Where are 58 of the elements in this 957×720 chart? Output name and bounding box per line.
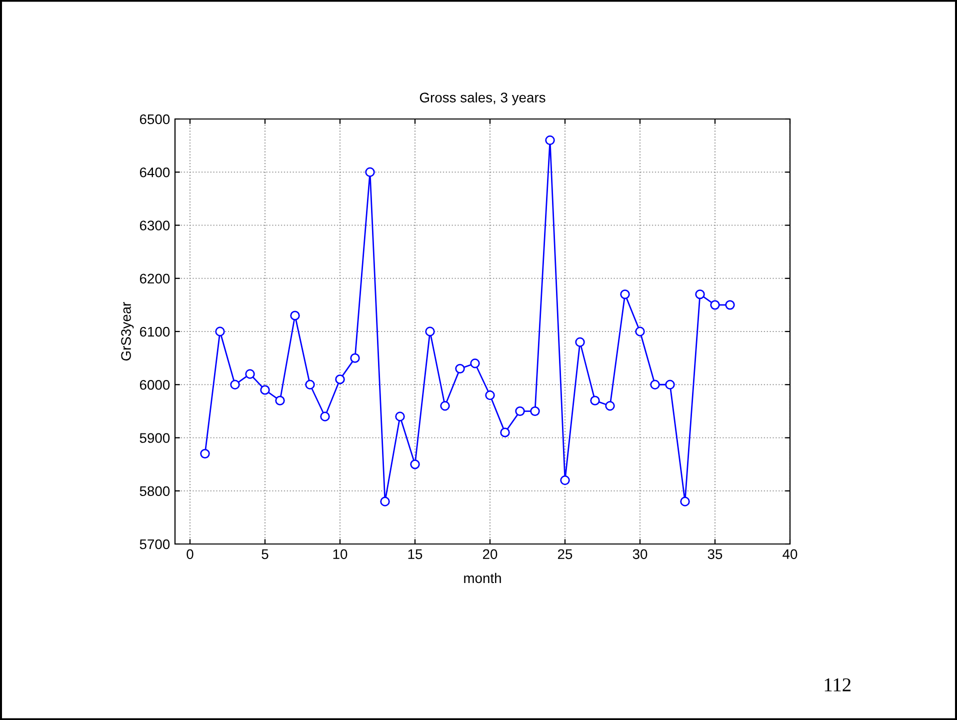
point	[575, 337, 585, 347]
x-tick-label: 15	[408, 549, 422, 560]
y-tick-label: 6400	[140, 167, 170, 178]
x-tick-label: 20	[482, 549, 498, 560]
point	[395, 412, 405, 422]
point	[560, 475, 570, 486]
point	[380, 496, 390, 506]
point	[305, 380, 315, 390]
x-tick-label: 0	[186, 549, 194, 560]
point	[410, 459, 420, 470]
point	[515, 406, 525, 416]
point	[290, 310, 300, 320]
point	[350, 353, 360, 363]
point	[230, 380, 240, 390]
point	[455, 364, 465, 374]
y-tick-label: 5900	[140, 433, 170, 443]
point	[725, 300, 735, 310]
point	[425, 326, 435, 336]
point	[680, 496, 690, 506]
y-tick-label: 6500	[140, 114, 170, 124]
y-tick-label: 6100	[140, 326, 170, 337]
point	[200, 448, 210, 459]
y-axis-title: GrS3year	[121, 302, 134, 361]
x-axis-title: month	[464, 572, 501, 584]
point	[635, 326, 645, 336]
y-tick-label: 6300	[140, 220, 170, 230]
point	[245, 369, 255, 379]
point	[335, 374, 345, 384]
x-tick-label: 5	[262, 549, 268, 560]
y-tick-label: 6200	[140, 274, 170, 284]
x-tick-label: 35	[708, 549, 722, 560]
y-tick-label: 6000	[140, 380, 170, 390]
point	[275, 396, 285, 406]
point	[530, 406, 540, 416]
point	[545, 135, 555, 146]
point	[590, 396, 600, 406]
point	[365, 167, 375, 177]
point	[605, 401, 615, 411]
point	[320, 412, 330, 422]
point	[665, 380, 675, 390]
y-tick-label: 5700	[140, 539, 170, 550]
point	[485, 390, 495, 400]
point	[470, 358, 480, 368]
point	[620, 289, 630, 300]
y-tick-label: 5800	[140, 486, 170, 496]
point	[500, 428, 510, 438]
chart-title: Gross sales, 3 years	[420, 92, 546, 106]
point	[650, 380, 660, 390]
x-tick-label: 10	[333, 549, 348, 560]
point	[695, 289, 705, 300]
text: 112	[824, 678, 851, 692]
point	[260, 385, 270, 395]
point	[440, 401, 450, 411]
x-tick-label: 30	[632, 549, 648, 560]
point	[215, 326, 225, 336]
point	[710, 300, 720, 310]
x-tick-label: 40	[782, 549, 798, 560]
x-tick-label: 25	[558, 549, 572, 560]
